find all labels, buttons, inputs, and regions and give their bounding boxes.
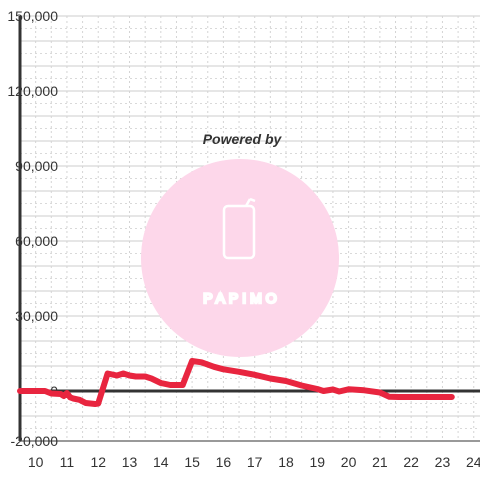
x-tick-label: 17 (247, 454, 263, 470)
watermark-brand: PAPIMO (203, 290, 280, 306)
series-line (17, 358, 455, 407)
x-tick-label: 22 (403, 454, 419, 470)
x-tick-label: 20 (341, 454, 357, 470)
y-tick-label: 150,000 (7, 8, 58, 24)
x-tick-label: 14 (153, 454, 169, 470)
x-tick-label: 13 (122, 454, 138, 470)
x-tick-label: 16 (216, 454, 232, 470)
x-tick-label: 11 (60, 454, 75, 470)
watermark: Powered by PAPIMO (141, 131, 339, 357)
x-tick-label: 18 (278, 454, 294, 470)
x-tick-label: 24 (466, 454, 480, 470)
x-tick-label: 21 (372, 454, 388, 470)
series-layer (17, 358, 455, 407)
x-tick-label: 23 (435, 454, 451, 470)
y-tick-label: 60,000 (15, 233, 58, 249)
y-tick-label: 120,000 (7, 83, 58, 99)
axes (18, 16, 480, 442)
tick-labels: -20,000030,00060,00090,000120,000150,000… (7, 8, 480, 470)
x-tick-label: 10 (28, 454, 44, 470)
y-tick-label: -20,000 (11, 433, 59, 449)
y-tick-label: 90,000 (15, 158, 58, 174)
x-tick-label: 15 (184, 454, 200, 470)
phone-icon (222, 197, 256, 260)
x-tick-label: 19 (309, 454, 325, 470)
x-tick-label: 12 (90, 454, 106, 470)
y-tick-label: 30,000 (15, 308, 58, 324)
watermark-caption: Powered by (203, 131, 283, 147)
